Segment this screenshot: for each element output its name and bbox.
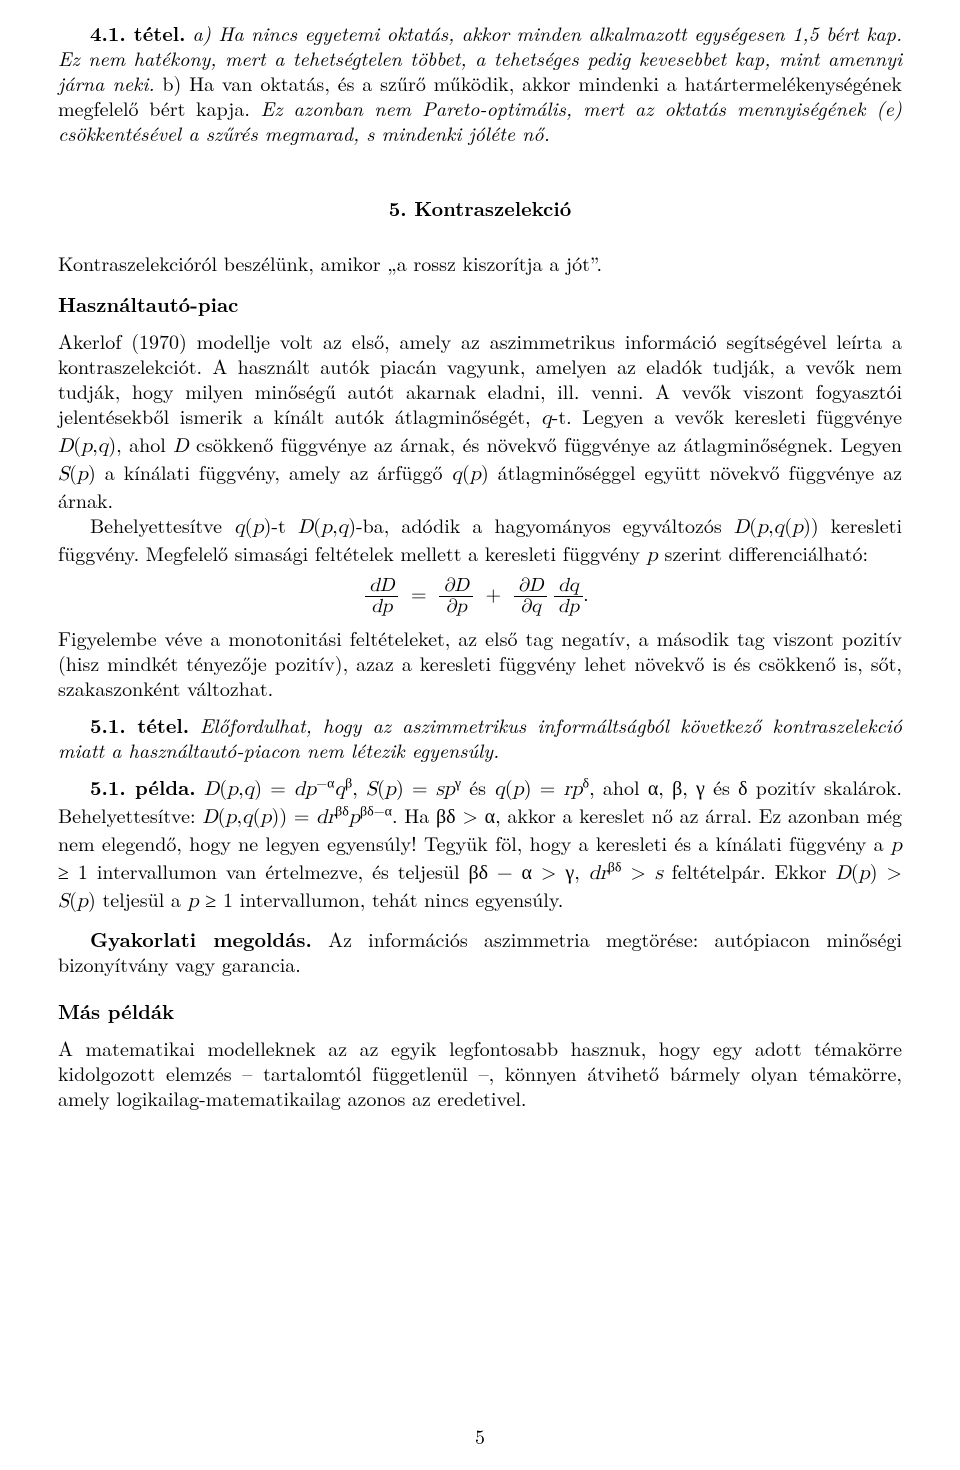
eq-plus: + xyxy=(486,583,502,607)
theorem-5-1: 5.1. tétel. Előfordulhat, hogy az aszimm… xyxy=(58,712,902,762)
eq-t1-num: ∂D xyxy=(439,576,473,597)
page: 4.1. tétel. a) Ha nincs egyetemi oktatás… xyxy=(0,0,960,1470)
eq-t3: dq dp xyxy=(554,576,583,617)
paragraph-other: A matematikai modelleknek az az egyik le… xyxy=(58,1035,902,1110)
paragraph-monotone: Figyelembe véve a monotonitási feltétele… xyxy=(58,625,902,700)
eq-lhs: dD dp xyxy=(365,576,398,617)
paragraph-akerlof: Akerlof (1970) modellje volt az első, am… xyxy=(58,328,902,512)
page-number: 5 xyxy=(0,1421,960,1450)
eq-t1-den: ∂p xyxy=(439,597,473,617)
subheading-other-examples: Más példák xyxy=(58,996,902,1025)
subheading-used-cars: Használtautó-piac xyxy=(58,289,902,318)
eq-t3-den: dp xyxy=(554,597,583,617)
eq-t2-num: ∂D xyxy=(514,576,548,597)
eq-t3-num: dq xyxy=(554,576,583,597)
paragraph-intro: Kontraszelekcióról beszélünk, amikor „a … xyxy=(58,250,902,275)
eq-t2-den: ∂q xyxy=(514,597,548,617)
eq-equals: = xyxy=(411,583,427,607)
eq-lhs-den: dp xyxy=(365,597,398,617)
eq-t2: ∂D ∂q xyxy=(514,576,548,617)
example-5-1: 5.1. példa. D(p,q) = dp−αqβ, S(p) = spγ … xyxy=(58,774,902,914)
paragraph-substitute: Behelyettesítve q(p)-t D(p,q)-ba, adódik… xyxy=(58,512,902,568)
eq-t1: ∂D ∂p xyxy=(439,576,473,617)
section-5-title: 5. Kontraszelekció xyxy=(58,193,902,222)
eq-lhs-num: dD xyxy=(365,576,398,597)
theorem-4-1: 4.1. tétel. a) Ha nincs egyetemi oktatás… xyxy=(58,20,902,145)
practical-solution: Gyakorlati megoldás. Az információs aszi… xyxy=(58,926,902,976)
equation-derivative: dD dp = ∂D ∂p + ∂D ∂q dq dp . xyxy=(58,576,902,617)
example-5-1-label: 5.1. példa. xyxy=(90,772,196,801)
